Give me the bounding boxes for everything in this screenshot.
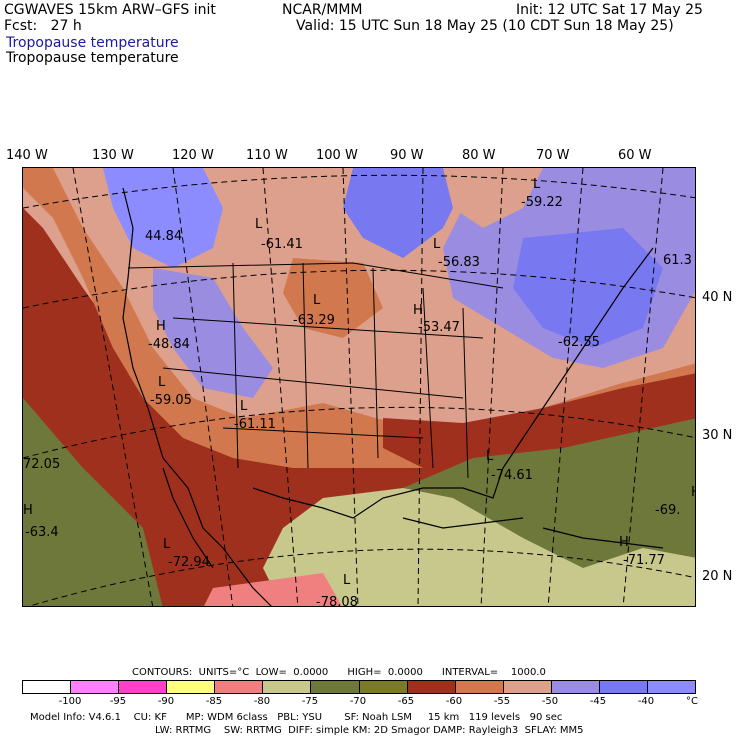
organization: NCAR/MMM <box>282 2 363 18</box>
legend-swatch <box>263 681 312 693</box>
extremum-type: H <box>156 319 166 334</box>
lon-label-70w: 70 W <box>536 148 570 163</box>
legend-label: -45 <box>589 696 607 707</box>
extremum-type: L <box>486 449 494 464</box>
legend-swatch <box>503 681 552 693</box>
extremum-value: -74.61 <box>491 468 533 483</box>
lon-label-100w: 100 W <box>316 148 358 163</box>
legend-swatch <box>23 681 72 693</box>
color-legend <box>22 680 696 694</box>
extremum-type: H <box>413 303 423 318</box>
legend-swatch <box>599 681 649 693</box>
field-title-1: Tropopause temperature <box>6 35 179 51</box>
legend-swatch <box>71 681 120 693</box>
legend-swatch <box>551 681 600 693</box>
lon-label-130w: 130 W <box>92 148 134 163</box>
lat-label-40n: 40 N <box>702 290 733 305</box>
extremum-value: -59.22 <box>521 195 563 210</box>
legend-label: -95 <box>109 696 127 707</box>
model-info-line2: LW: RRTMG SW: RRTMG DIFF: simple KM: 2D … <box>155 725 584 736</box>
legend-label: -65 <box>397 696 415 707</box>
extremum-value: -71.77 <box>623 553 665 568</box>
extremum-type: L <box>255 217 263 232</box>
extremum-type: H <box>619 535 629 550</box>
shade-blue-canada <box>343 168 463 258</box>
lon-label-120w: 120 W <box>172 148 214 163</box>
extremum-type: L <box>240 399 248 414</box>
legend-swatch <box>167 681 216 693</box>
legend-label: -60 <box>445 696 463 707</box>
shade-red-south <box>383 373 695 468</box>
legend-swatch <box>311 681 360 693</box>
legend-unit: °C <box>686 696 698 707</box>
legend-label: -85 <box>205 696 223 707</box>
extremum-value: -53.47 <box>418 320 460 335</box>
coastlines <box>122 187 664 606</box>
extremum-type: L <box>433 237 441 252</box>
legend-swatch <box>648 681 696 693</box>
init-time: Init: 12 UTC Sat 17 May 25 <box>516 2 703 18</box>
extremum-type: L <box>343 573 351 588</box>
tropopause-temperature-map: L -59.22 L -61.41 L -56.83 44.84 61.3 L … <box>22 167 696 607</box>
shade-olive-west <box>23 398 163 606</box>
extremum-value: -61.11 <box>234 417 276 432</box>
shade-tan-gulf <box>263 488 695 606</box>
shade-orange-plains <box>283 258 383 338</box>
state-borders <box>127 262 504 479</box>
legend-label: -40 <box>637 696 655 707</box>
lat-label-20n: 20 N <box>702 569 733 584</box>
extremum-type: L <box>533 177 541 192</box>
lon-label-110w: 110 W <box>246 148 288 163</box>
lon-label-60w: 60 W <box>618 148 652 163</box>
legend-label: -50 <box>541 696 559 707</box>
extremum-value: 61.3 <box>663 253 692 268</box>
contours-info: CONTOURS: UNITS=°C LOW= 0.0000 HIGH= 0.0… <box>132 667 546 678</box>
extremum-value: -56.83 <box>438 255 480 270</box>
legend-label: -75 <box>301 696 319 707</box>
extremum-type: L <box>313 293 321 308</box>
extremum-value: -59.05 <box>150 393 192 408</box>
legend-label: -100 <box>58 696 82 707</box>
shade-violet-west <box>153 268 273 398</box>
legend-swatch <box>455 681 504 693</box>
model-title: CGWAVES 15km ARW–GFS init <box>4 2 216 18</box>
legend-swatch <box>407 681 456 693</box>
extrema-labels: L -59.22 L -61.41 L -56.83 44.84 61.3 L … <box>23 177 696 607</box>
legend-swatch <box>359 681 408 693</box>
extremum-type: L <box>158 375 166 390</box>
extremum-value: -63.4 <box>25 525 59 540</box>
extremum-value: 72.05 <box>23 457 60 472</box>
shade-pink <box>204 573 342 606</box>
extremum-type: H <box>691 485 696 500</box>
legend-label: -90 <box>157 696 175 707</box>
extremum-value: -48.84 <box>148 337 190 352</box>
legend-label: -80 <box>253 696 271 707</box>
shade-salmon-top <box>443 168 543 228</box>
lat-label-30n: 30 N <box>702 428 733 443</box>
extremum-value: -69. <box>655 503 680 518</box>
legend-swatch <box>215 681 264 693</box>
lon-label-90w: 90 W <box>390 148 424 163</box>
extremum-value: -78.08 <box>316 595 358 607</box>
extremum-type: L <box>163 537 171 552</box>
shade-blue-ne <box>513 228 663 348</box>
lon-label-140w: 140 W <box>6 148 48 163</box>
extremum-value: -63.29 <box>293 313 335 328</box>
legend-swatch <box>119 681 168 693</box>
model-info-line1: Model Info: V4.6.1 CU: KF MP: WDM 6class… <box>30 712 563 723</box>
extremum-type: H <box>23 503 33 518</box>
extremum-value: -62.55 <box>558 335 600 350</box>
graticule <box>23 168 695 606</box>
valid-time: Valid: 15 UTC Sun 18 May 25 (10 CDT Sun … <box>296 18 674 34</box>
extremum-value: -61.41 <box>261 237 303 252</box>
legend-label: -70 <box>349 696 367 707</box>
legend-label: -55 <box>493 696 511 707</box>
extremum-value: 44.84 <box>145 229 182 244</box>
forecast-hour: Fcst: 27 h <box>4 18 82 34</box>
field-title-2: Tropopause temperature <box>6 50 179 66</box>
lon-label-80w: 80 W <box>462 148 496 163</box>
map-canvas: L -59.22 L -61.41 L -56.83 44.84 61.3 L … <box>23 168 696 607</box>
extremum-value: -72.94 <box>168 555 210 570</box>
shade-blue-nw <box>103 168 223 268</box>
